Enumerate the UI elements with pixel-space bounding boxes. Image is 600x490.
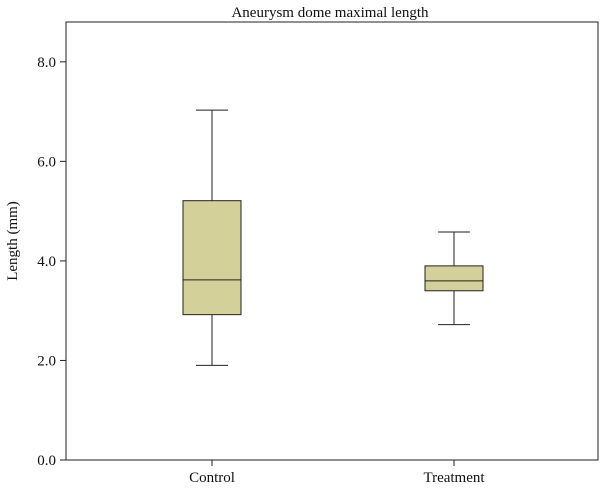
x-tick-label: Treatment	[423, 470, 485, 486]
y-tick-label: 2.0	[37, 353, 56, 369]
y-tick-label: 6.0	[37, 154, 56, 170]
x-axis: Control Treatment	[189, 460, 485, 486]
chart-title: Aneurysm dome maximal length	[231, 5, 429, 21]
box-treatment	[424, 231, 484, 326]
y-tick-label: 8.0	[37, 55, 56, 71]
y-tick-label: 0.0	[37, 453, 56, 469]
boxes	[182, 109, 484, 366]
iqr-box	[424, 265, 484, 292]
iqr-box	[182, 200, 242, 316]
y-axis: 0.0 2.0 4.0 6.0 8.0	[37, 55, 66, 469]
box-control	[182, 109, 242, 366]
y-axis-label: Length (mm)	[5, 201, 21, 281]
plot-frame	[65, 21, 599, 461]
x-tick-label: Control	[189, 470, 235, 486]
y-tick-label: 4.0	[37, 254, 56, 270]
